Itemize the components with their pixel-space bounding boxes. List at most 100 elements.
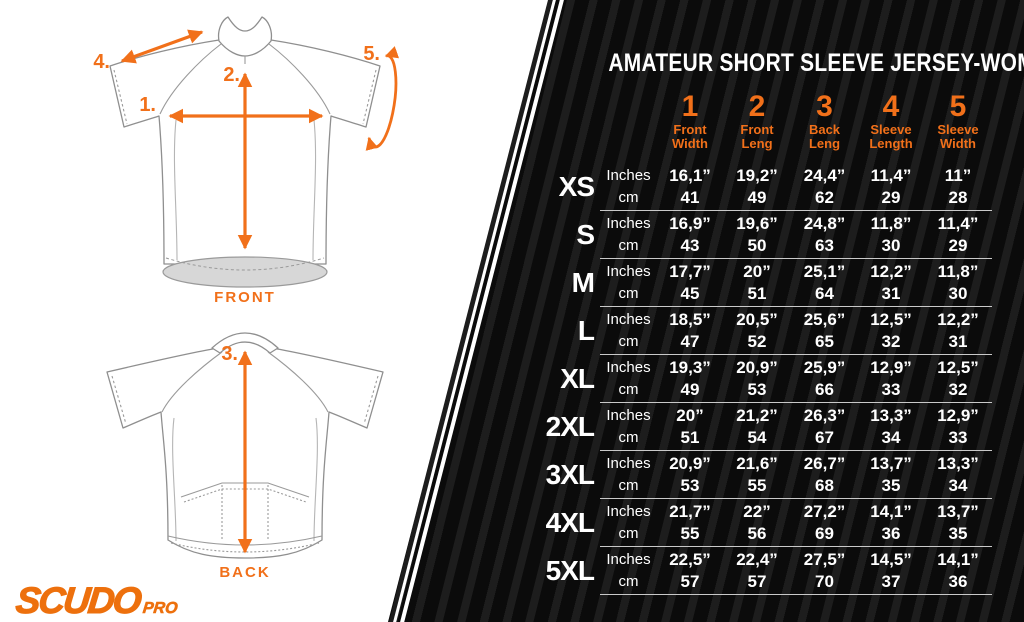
unit-labels: Inches cm <box>600 307 657 354</box>
cm-value: 31 <box>881 283 901 303</box>
cm-value: 29 <box>948 235 968 255</box>
measurement-cell: 20,5” 52 <box>723 307 791 354</box>
cm-value: 47 <box>680 331 700 351</box>
front-measure-arrows <box>120 29 400 250</box>
measurement-cell: 21,6” 55 <box>723 451 791 498</box>
column-number: 4 <box>882 90 900 123</box>
size-row-4xl: 4XL Inches cm 21,7” 55 22” 56 <box>545 499 1005 547</box>
cm-value: 57 <box>680 571 700 591</box>
column-label: Front Width <box>672 122 708 151</box>
inches-value: 24,4” <box>803 165 846 185</box>
unit-label-cm: cm <box>618 428 639 446</box>
inches-value: 18,5” <box>669 309 711 329</box>
measurement-cell: 12,5” 32 <box>858 307 924 354</box>
cm-value: 31 <box>948 331 968 351</box>
front-jersey-seams <box>113 43 377 261</box>
size-label: 5XL <box>545 555 595 586</box>
measurement-cell: 25,1” 64 <box>791 259 858 306</box>
measurement-cell: 12,5” 32 <box>924 355 992 402</box>
measurement-cell: 22,5” 57 <box>657 547 723 594</box>
inches-value: 11,8” <box>937 261 979 281</box>
measurement-cell: 12,2” 31 <box>924 307 992 354</box>
measurement-cell: 20,9” 53 <box>723 355 791 402</box>
measurement-cell: 16,1” 41 <box>657 163 723 210</box>
measurement-cell: 27,5” 70 <box>791 547 858 594</box>
size-label: 3XL <box>545 459 595 490</box>
measurement-cell: 12,9” 33 <box>924 403 992 450</box>
column-number: 1 <box>681 90 699 123</box>
measurement-cell: 20” 51 <box>723 259 791 306</box>
cm-value: 51 <box>680 427 700 447</box>
inches-value: 11” <box>944 165 972 185</box>
inches-value: 11,4” <box>937 213 979 233</box>
sleeve-length-arrow <box>120 29 204 64</box>
cm-value: 29 <box>881 187 901 207</box>
size-label: 4XL <box>545 507 595 538</box>
measurement-cell: 14,1” 36 <box>858 499 924 546</box>
column-header-4: 4 Sleeve Length <box>858 92 924 151</box>
cm-value: 30 <box>881 235 901 255</box>
inches-value: 25,6” <box>803 309 846 329</box>
measurement-cell: 13,3” 34 <box>858 403 924 450</box>
cm-value: 62 <box>815 187 834 207</box>
measurement-cell: 11,8” 30 <box>924 259 992 306</box>
measurement-cell: 14,5” 37 <box>858 547 924 594</box>
column-label: Sleeve Length <box>869 122 913 151</box>
inches-value: 20” <box>743 261 771 281</box>
size-label: S <box>576 219 595 250</box>
cm-value: 35 <box>948 523 968 543</box>
cm-value: 33 <box>881 379 901 399</box>
inches-value: 12,2” <box>937 309 979 329</box>
measurement-cell: 25,6” 65 <box>791 307 858 354</box>
inches-value: 12,2” <box>870 261 912 281</box>
measurement-cell: 27,2” 69 <box>791 499 858 546</box>
measurement-cell: 21,2” 54 <box>723 403 791 450</box>
column-header-3: 3 Back Leng <box>791 92 858 151</box>
inches-value: 13,7” <box>937 501 979 521</box>
measurement-cell: 13,7” 35 <box>858 451 924 498</box>
column-label: Sleeve Width <box>937 122 979 151</box>
measurement-cell: 19,3” 49 <box>657 355 723 402</box>
cm-value: 49 <box>747 187 767 207</box>
measurement-cell: 13,3” 34 <box>924 451 992 498</box>
cm-value: 32 <box>881 331 901 351</box>
unit-label-cm: cm <box>618 380 639 398</box>
unit-label-cm: cm <box>618 572 639 590</box>
inches-value: 26,3” <box>803 405 846 425</box>
marker-1-label: 1. <box>139 94 156 116</box>
unit-label-inches: Inches <box>606 358 651 376</box>
inches-value: 16,9” <box>669 213 711 233</box>
back-collar <box>211 332 279 354</box>
cm-value: 68 <box>815 475 834 495</box>
cm-value: 34 <box>948 475 968 495</box>
cm-value: 36 <box>948 571 968 591</box>
inches-value: 14,1” <box>937 549 979 569</box>
measurement-cell: 22,4” 57 <box>723 547 791 594</box>
front-hem-stitch <box>165 257 325 271</box>
size-row-5xl: 5XL Inches cm 22,5” 57 22,4” 57 <box>545 547 1005 595</box>
cm-value: 36 <box>881 523 901 543</box>
front-label: FRONT <box>214 289 276 306</box>
inches-value: 25,9” <box>803 357 846 377</box>
cm-value: 41 <box>680 187 700 207</box>
cm-value: 64 <box>815 283 834 303</box>
cm-value: 55 <box>747 475 767 495</box>
inches-value: 21,7” <box>669 501 711 521</box>
size-chart-table: AMATEUR SHORT SLEEVE JERSEY-WOMAN 1 Fron… <box>545 34 1024 595</box>
unit-label-inches: Inches <box>606 406 651 424</box>
chart-title: AMATEUR SHORT SLEEVE JERSEY-WOMAN <box>608 48 1024 77</box>
column-header-2: 2 Front Leng <box>723 92 791 151</box>
size-label: XS <box>558 171 595 202</box>
measurement-cell: 26,3” 67 <box>791 403 858 450</box>
measurement-cell: 25,9” 66 <box>791 355 858 402</box>
inches-value: 27,5” <box>803 549 846 569</box>
inches-value: 17,7” <box>669 261 711 281</box>
marker-2-label: 2. <box>223 64 240 86</box>
back-jersey-seams <box>111 351 379 542</box>
cm-value: 53 <box>680 475 700 495</box>
inches-value: 22,5” <box>669 549 711 569</box>
unit-label-cm: cm <box>618 524 639 542</box>
inches-value: 11,8” <box>870 213 912 233</box>
measurement-cell: 26,7” 68 <box>791 451 858 498</box>
